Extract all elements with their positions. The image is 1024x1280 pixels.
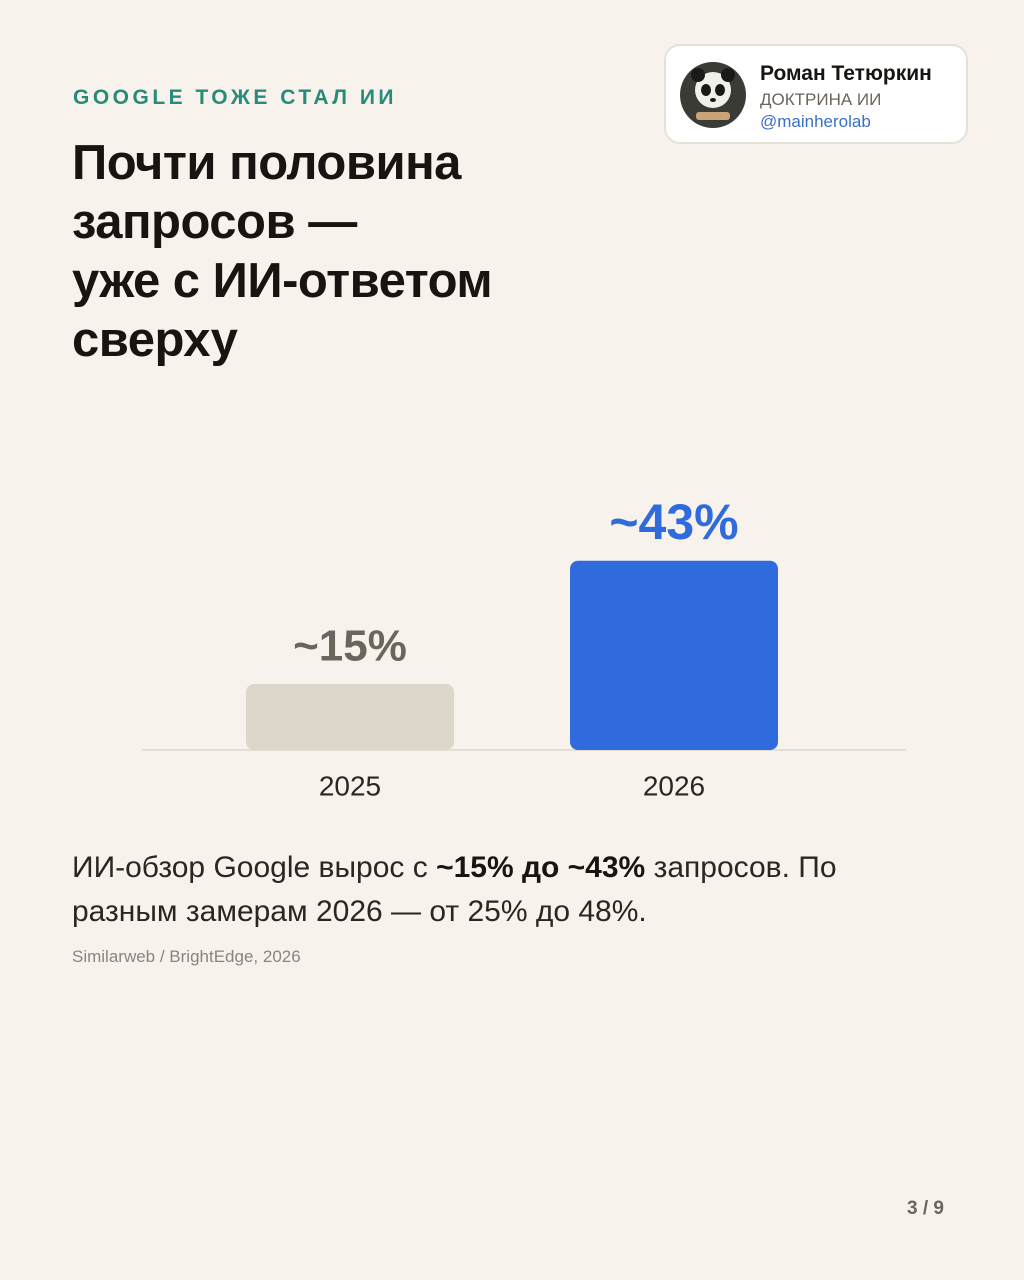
chart: ~15% 2025 ~43% 2026 [142,494,906,801]
bar [246,684,454,750]
profile-card: Роман Тетюркин ДОКТРИНА ИИ @mainherolab [664,44,968,144]
profile-handle[interactable]: @mainherolab [760,112,871,131]
bar [570,560,778,750]
value-label: ~15% [293,622,407,671]
title-line: запросов — [72,195,357,249]
caption-text: ~15% до ~43% [436,851,646,884]
caption-text: запросов. По разным замерам 2026 — от 25… [72,851,837,928]
title-line: уже с ИИ-ответом [72,254,493,308]
profile-name: Роман Тетюркин [760,62,932,85]
title-line: сверху [72,313,238,367]
profile-subtitle: ДОКТРИНА ИИ [760,90,882,109]
x-tick-label: 2026 [643,770,705,801]
caption: ИИ-обзор Google вырос с ~15% до ~43% зап… [72,846,912,934]
x-tick-label: 2025 [319,770,381,801]
avatar [680,62,746,128]
pager: 3 / 9 [907,1198,944,1219]
source: Similarweb / BrightEdge, 2026 [72,947,301,966]
value-label: ~43% [609,494,738,550]
kicker: GOOGLE ТОЖЕ СТАЛ ИИ [73,86,398,109]
caption-text: ИИ-обзор Google вырос с [72,851,437,884]
title-line: Почти половина [72,136,461,190]
title: Почти половина запросов — уже с ИИ-ответом… [72,134,493,370]
